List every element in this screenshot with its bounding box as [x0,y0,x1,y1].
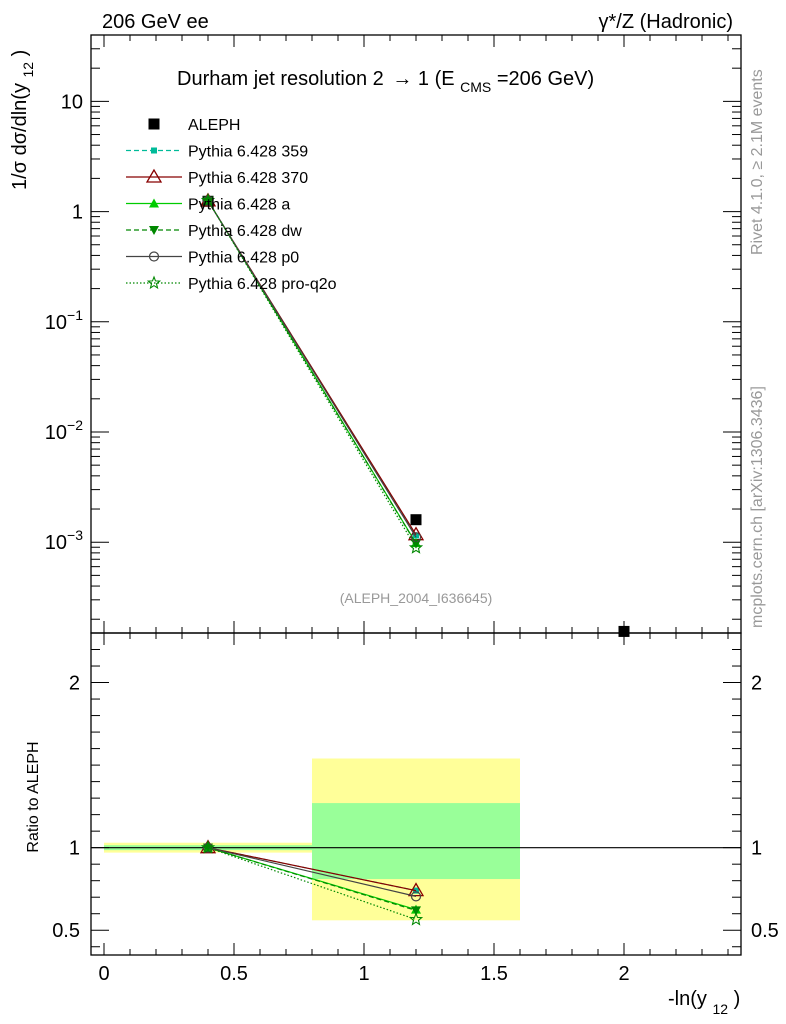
x-axis-label: -ln(y 12 ) [668,988,740,1019]
ratio-y-tick-label: 1 [69,838,80,860]
ratio-y-tick-label-right: 1 [751,838,762,860]
ratio-band-stat-1 [312,803,520,880]
marker-pq2o [408,540,424,554]
legend-marker-pp0 [148,251,160,262]
y-tick-label: 10−1 [45,307,83,334]
ratio-y-tick-label: 0.5 [52,920,80,942]
chart-title-sub: CMS [460,79,491,95]
chart-title-end: =206 GeV) [497,68,594,90]
y-tick-exponent: −2 [67,417,83,433]
marker-data [410,514,422,526]
main-ylabel-main: 1/σ dσ/dln(y [9,83,31,190]
chart-title-arrow: → [392,68,412,90]
x-axis-label-main: -ln(y [668,988,707,1010]
y-tick-label: 10−3 [45,527,83,554]
marker-p359 [413,532,419,539]
marker-pdw [411,539,421,549]
legend: ALEPH Pythia 6.428 359 Pythia 6.428 370 Pyt… [126,117,337,293]
ratio-line-pdw [207,847,417,911]
legend-label-pq2o: Pythia 6.428 pro-q2o [188,276,337,293]
x-tick-label: 1.5 [480,963,508,985]
y-tick-base: 10 [45,532,67,554]
legend-label-p359: Pythia 6.428 359 [188,144,308,161]
ratio-y-tick-label-right: 2 [751,673,762,695]
ratio-marker-p370 [407,882,425,897]
series-line-pp0 [207,200,417,538]
header-right: γ*/Z (Hadronic) [599,11,733,33]
y-tick-label: 1 [72,202,83,224]
series-line-pq2o [207,200,417,549]
y-tick-label: 10 [61,91,83,113]
main-ylabel-sub: 12 [20,62,36,78]
y-tick-base: 10 [45,312,67,334]
chart-title-tail: 1 (E [418,68,455,90]
legend-marker-pdw [149,226,159,235]
chart-title-main: Durham jet resolution 2 [177,68,384,90]
main-ylabel: 1/σ dσ/dln(y 12 ) [9,50,38,190]
analysis-id: (ALEPH_2004_I636645) [340,590,493,606]
x-axis-label-end: ) [734,988,741,1010]
legend-label-p370: Pythia 6.428 370 [188,170,308,187]
ratio-marker-pdw [411,906,421,916]
mcplots-note: mcplots.cern.ch [arXiv:1306.3436] [749,386,766,628]
legend-marker-p359 [151,147,157,154]
legend-label-pa: Pythia 6.428 a [188,197,290,214]
ratio-line-pp0 [207,847,417,897]
y-tick-base: 10 [45,422,67,444]
ratio-series [199,839,425,926]
legend-marker-data [148,118,160,130]
main-ylabel-end: ) [9,50,31,57]
rivet-note: Rivet 4.1.0, ≥ 2.1M events [749,69,766,255]
y-tick-exponent: −1 [67,307,83,323]
y-tick-exponent: −3 [67,527,83,543]
legend-label-pp0: Pythia 6.428 p0 [188,250,299,267]
marker-data [618,625,630,637]
x-tick-label: 0 [98,963,109,985]
x-tick-label: 2 [618,963,629,985]
ratio-marker-pq2o [200,840,216,854]
ratio-bands [104,758,520,921]
legend-marker-p370 [145,168,163,183]
ratio-marker-pq2o [408,911,424,926]
marker-pp0 [202,195,214,206]
x-tick-label: 1 [358,963,369,985]
ratio-y-tick-label-right: 0.5 [751,920,779,942]
chart-title: Durham jet resolution 2 → 1 (E CMS =206 … [177,68,594,97]
ratio-line-pq2o [207,847,417,921]
header-left: 206 GeV ee [102,11,209,33]
ratio-line-p370 [207,847,417,892]
main-series [199,192,630,637]
legend-label-pdw: Pythia 6.428 dw [188,223,302,240]
ratio-marker-pp0 [410,891,422,902]
legend-marker-pa [149,198,159,208]
legend-label-data: ALEPH [188,117,240,134]
x-axis-label-sub: 12 [712,1001,728,1017]
legend-marker-pq2o [146,275,162,290]
x-tick-label: 0.5 [220,963,248,985]
ratio-ylabel: Ratio to ALEPH [25,741,42,852]
marker-pq2o [200,192,216,207]
ratio-y-tick-label: 2 [69,673,80,695]
y-tick-label: 10−2 [45,417,83,444]
